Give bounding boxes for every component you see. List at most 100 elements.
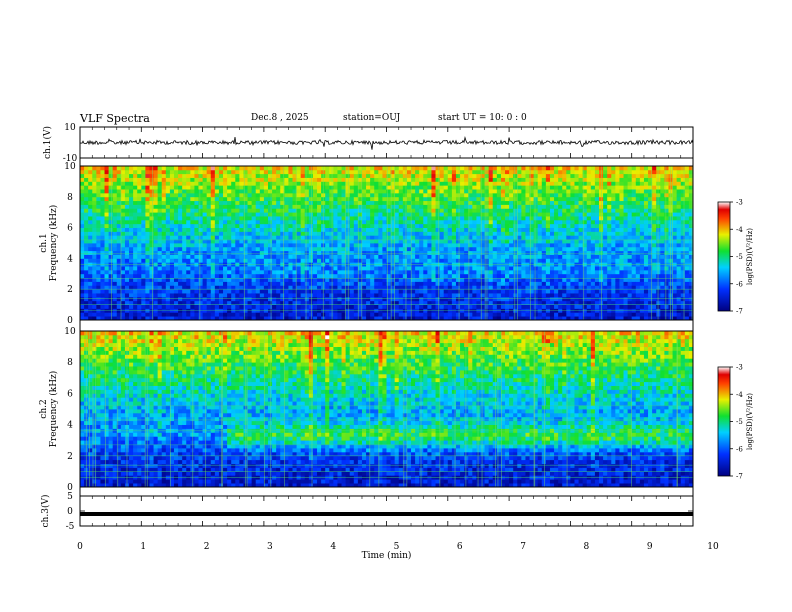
psd-cell <box>366 189 371 194</box>
psd-cell <box>104 266 110 271</box>
psd-cell <box>341 312 347 317</box>
psd-cell <box>492 258 498 263</box>
psd-cell <box>112 285 118 290</box>
psd-cell <box>517 296 522 302</box>
psd-cell <box>198 173 203 178</box>
psd-cell <box>533 250 539 255</box>
psd-cell <box>427 235 432 240</box>
psd-cell <box>529 231 535 236</box>
psd-cell <box>96 266 101 271</box>
psd-cell <box>141 246 146 252</box>
psd-cell <box>333 185 338 190</box>
psd-cell <box>317 212 322 217</box>
psd-cell <box>80 231 85 236</box>
psd-cell <box>304 185 310 190</box>
psd-cell <box>476 258 481 263</box>
psd-cell <box>370 239 375 244</box>
psd-cell <box>251 196 257 202</box>
psd-cell <box>124 277 130 282</box>
psd-cell <box>292 219 297 225</box>
psd-cell <box>255 200 261 205</box>
psd-cell <box>243 196 248 202</box>
psd-cell <box>500 231 506 236</box>
psd-cell <box>374 239 379 244</box>
psd-cell <box>517 189 522 194</box>
psd-cell <box>292 235 297 240</box>
psd-cell <box>402 312 408 317</box>
psd-cell <box>415 293 420 298</box>
psd-cell <box>415 166 420 171</box>
psd-cell <box>529 316 535 321</box>
psd-cell <box>169 169 175 175</box>
psd-cell <box>419 227 424 232</box>
psd-cell <box>509 250 514 255</box>
psd-cell <box>267 296 273 302</box>
psd-cell <box>104 277 110 282</box>
psd-cell <box>157 177 163 182</box>
psd-cell <box>435 243 441 248</box>
psd-cell <box>235 258 240 263</box>
psd-cell <box>153 281 159 286</box>
psd-cell <box>464 173 469 178</box>
psd-cell <box>357 312 363 317</box>
psd-cell <box>476 231 481 236</box>
psd-cell <box>190 289 195 294</box>
psd-cell <box>124 250 130 255</box>
psd-cell <box>325 243 330 248</box>
psd-cell <box>500 243 506 248</box>
psd-cell <box>214 219 220 225</box>
psd-cell <box>447 189 453 194</box>
psd-cell <box>361 243 367 248</box>
psd-cell <box>304 200 310 205</box>
psd-cell <box>178 189 183 194</box>
psd-cell <box>165 312 171 317</box>
psd-cell <box>96 219 101 225</box>
psd-cell <box>96 169 101 175</box>
psd-cell <box>447 266 453 271</box>
psd-cell <box>317 231 322 236</box>
psd-cell <box>202 304 208 309</box>
psd-cell <box>227 289 232 294</box>
psd-cell <box>161 266 167 271</box>
psd-cell <box>537 273 543 279</box>
psd-cell <box>137 181 142 186</box>
psd-cell <box>394 273 400 279</box>
psd-cell <box>390 243 396 248</box>
psd-cell <box>357 239 363 244</box>
psd-cell <box>464 316 469 321</box>
psd-cell <box>537 189 543 194</box>
psd-cell <box>435 216 441 221</box>
psd-cell <box>182 266 187 271</box>
psd-cell <box>304 177 310 182</box>
psd-cell <box>337 219 342 225</box>
psd-cell <box>210 227 216 232</box>
psd-cell <box>308 281 314 286</box>
psd-cell <box>468 296 473 302</box>
psd-cell <box>112 173 118 178</box>
psd-cell <box>537 196 543 202</box>
psd-cell <box>517 219 522 225</box>
psd-cell <box>496 300 502 305</box>
psd-cell <box>349 204 355 209</box>
psd-cell <box>325 277 330 282</box>
psd-cell <box>317 281 322 286</box>
psd-cell <box>427 266 432 271</box>
psd-cell <box>206 185 212 190</box>
psd-cell <box>133 254 138 259</box>
psd-cell <box>468 300 473 305</box>
psd-cell <box>476 239 481 244</box>
psd-cell <box>529 235 535 240</box>
psd-cell <box>178 169 183 175</box>
psd-cell <box>464 243 469 248</box>
psd-cell <box>513 289 518 294</box>
psd-cell <box>247 235 253 240</box>
psd-cell <box>280 266 285 271</box>
psd-cell <box>239 173 244 178</box>
psd-cell <box>308 304 314 309</box>
psd-cell <box>137 254 142 259</box>
psd-cell <box>349 231 355 236</box>
psd-cell <box>476 273 481 279</box>
psd-cell <box>341 212 347 217</box>
psd-cell <box>464 254 469 259</box>
psd-cell <box>386 196 391 202</box>
